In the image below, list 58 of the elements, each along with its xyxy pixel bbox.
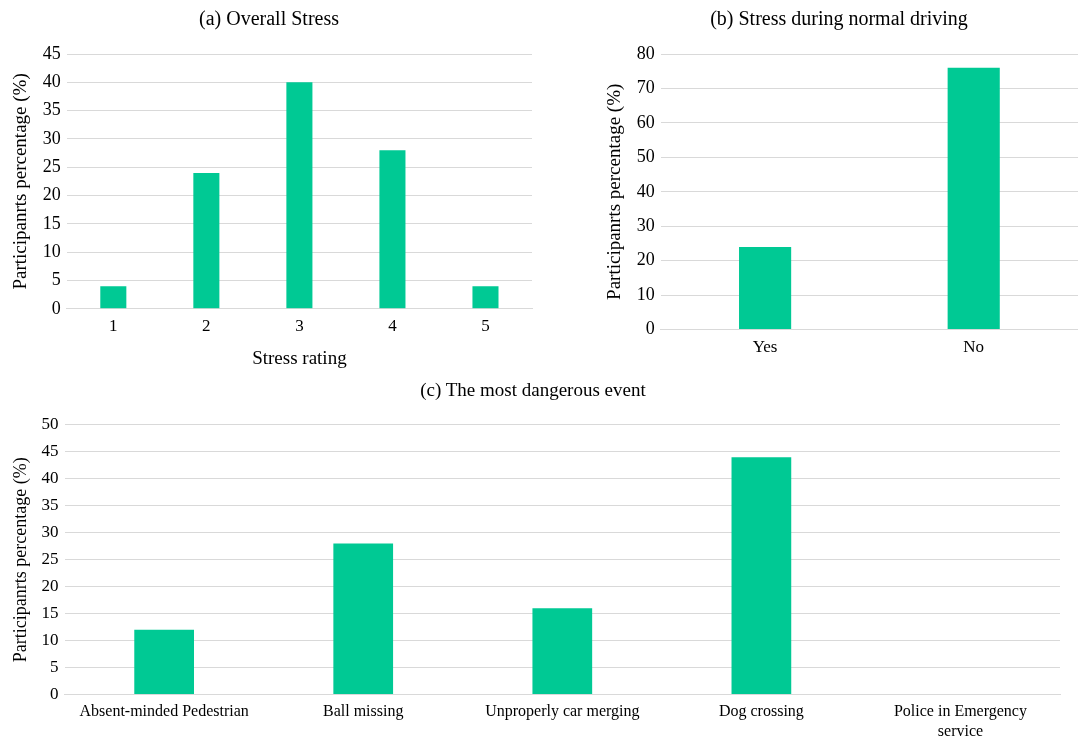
x-tick-label: Dog crossing <box>718 702 804 721</box>
y-tick-label: 30 <box>636 214 655 235</box>
y-tick-label: 30 <box>42 127 61 148</box>
y-axis-title: Participanrts percentage (%) <box>603 83 626 300</box>
x-tick-label: 5 <box>481 316 490 336</box>
chart-title: (c) The most dangerous event <box>420 379 647 402</box>
y-tick-label: 20 <box>41 576 59 596</box>
x-tick-label: 1 <box>109 316 118 336</box>
y-tick-label: 45 <box>41 441 59 461</box>
y-tick-label: 10 <box>42 240 61 261</box>
x-axis-title: Stress rating <box>252 346 348 368</box>
y-axis-title: Participanrts percentage (%) <box>9 457 31 663</box>
chart-title: (a) Overall Stress <box>199 7 340 31</box>
bar <box>134 629 194 695</box>
y-tick-label: 45 <box>42 42 61 63</box>
y-tick-label: 15 <box>41 603 59 623</box>
y-tick-label: 5 <box>50 657 59 677</box>
x-tick-label: 4 <box>388 316 398 336</box>
bar <box>731 457 792 695</box>
x-tick-label: Ball missing <box>322 702 404 721</box>
y-axis-title: Participanrts percentage (%) <box>9 73 32 290</box>
bar <box>286 82 313 309</box>
x-tick-label: Absent-minded Pedestrian <box>79 702 249 720</box>
y-tick-label: 50 <box>41 414 59 434</box>
x-tick-label: Police in Emergency service <box>893 702 1027 739</box>
y-tick-label: 70 <box>636 77 655 98</box>
y-tick-label: 40 <box>636 180 655 201</box>
y-tick-label: 20 <box>42 184 61 205</box>
y-tick-label: 60 <box>636 111 655 132</box>
bar <box>193 172 220 309</box>
y-tick-label: 25 <box>42 155 61 176</box>
y-tick-label: 20 <box>636 249 655 270</box>
bar <box>333 543 394 695</box>
y-tick-label: 50 <box>636 146 655 167</box>
y-tick-label: 0 <box>645 318 655 339</box>
x-tick-label: 2 <box>202 316 211 336</box>
x-tick-label: 3 <box>295 316 304 336</box>
chart-title: (b) Stress during normal driving <box>710 7 968 31</box>
y-tick-label: 10 <box>41 630 59 650</box>
bar <box>100 286 127 309</box>
bar <box>472 286 499 309</box>
x-tick-label: Unproperly car merging <box>485 702 640 721</box>
y-tick-label: 15 <box>42 212 61 233</box>
y-tick-label: 0 <box>50 684 59 704</box>
x-tick-label: Yes <box>752 337 778 357</box>
y-tick-label: 10 <box>636 283 655 304</box>
y-tick-label: 40 <box>41 468 59 488</box>
y-tick-label: 35 <box>42 99 61 120</box>
y-tick-label: 0 <box>51 297 61 318</box>
y-tick-label: 30 <box>41 522 59 542</box>
bar <box>532 608 593 695</box>
y-tick-label: 25 <box>41 549 59 569</box>
bar <box>379 150 406 309</box>
y-tick-label: 35 <box>41 495 59 515</box>
y-tick-label: 5 <box>51 269 61 290</box>
y-tick-label: 40 <box>42 71 61 92</box>
x-tick-label: No <box>963 337 985 357</box>
y-tick-label: 80 <box>636 42 655 63</box>
